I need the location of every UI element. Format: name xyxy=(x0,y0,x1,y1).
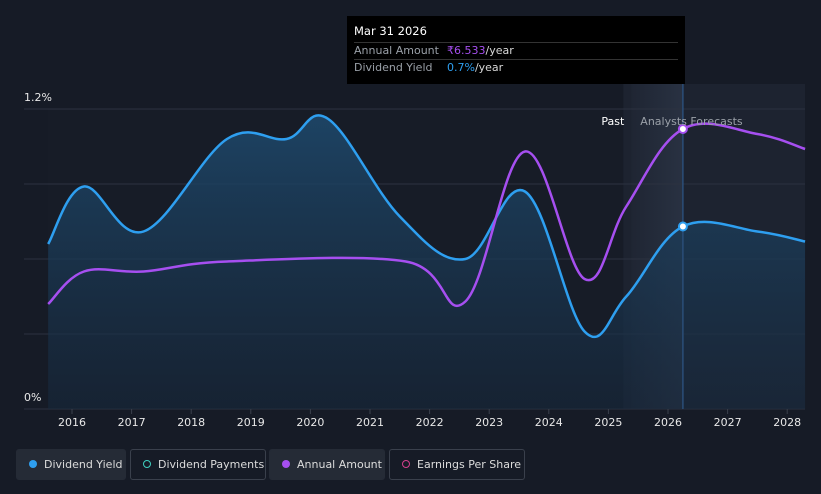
tooltip-amount-row: Annual Amount ₹6.533/year xyxy=(354,42,678,57)
past-label: Past xyxy=(601,115,625,128)
tooltip-yield-row: Dividend Yield 0.7%/year xyxy=(354,59,678,74)
hover-tooltip: Mar 31 2026 Annual Amount ₹6.533/year Di… xyxy=(347,16,685,84)
x-tick-label: 2017 xyxy=(118,416,146,429)
tooltip-amount-label: Annual Amount xyxy=(354,44,439,57)
legend-dividend-yield[interactable]: Dividend Yield xyxy=(16,449,126,480)
tooltip-yield-value: 0.7% xyxy=(447,61,475,74)
legend-ring-icon xyxy=(402,460,410,468)
x-tick-label: 2026 xyxy=(654,416,682,429)
x-tick-label: 2024 xyxy=(535,416,563,429)
legend-earnings-per-share[interactable]: Earnings Per Share xyxy=(389,449,525,480)
x-tick-label: 2025 xyxy=(594,416,622,429)
legend-label: Dividend Payments xyxy=(158,458,265,471)
tooltip-amount-value: ₹6.533 xyxy=(447,44,486,57)
forecast-label: Analysts Forecasts xyxy=(640,115,743,128)
y-tick-label-bottom: 0% xyxy=(24,391,41,404)
x-tick-label: 2023 xyxy=(475,416,503,429)
annual-amount-marker xyxy=(677,124,688,134)
tooltip-yield-label: Dividend Yield xyxy=(354,61,433,74)
tooltip-amount-unit: /year xyxy=(485,44,514,57)
legend-annual-amount[interactable]: Annual Amount xyxy=(269,449,385,480)
x-tick-label: 2018 xyxy=(177,416,205,429)
series-line-dividend-yield xyxy=(47,114,806,339)
x-tick-label: 2022 xyxy=(416,416,444,429)
tooltip-yield-unit: /year xyxy=(474,61,504,74)
series-area-dividend-yield xyxy=(48,115,806,409)
dividend-yield-marker xyxy=(677,221,688,232)
x-tick-label: 2019 xyxy=(237,416,265,429)
tooltip-date: Mar 31 2026 xyxy=(354,24,427,38)
legend-dot-icon xyxy=(29,460,37,468)
x-tick-label: 2016 xyxy=(58,416,86,429)
x-tick-label: 2021 xyxy=(356,416,384,429)
x-tick-label: 2027 xyxy=(714,416,742,429)
legend-dividend-payments[interactable]: Dividend Payments xyxy=(130,449,266,480)
legend-dot-icon xyxy=(282,460,290,468)
legend-label: Earnings Per Share xyxy=(417,458,522,471)
legend-label: Annual Amount xyxy=(297,458,382,471)
x-tick-label: 2020 xyxy=(296,416,324,429)
legend-label: Dividend Yield xyxy=(44,458,123,471)
y-tick-label-top: 1.2% xyxy=(24,91,52,104)
legend-ring-icon xyxy=(143,460,151,468)
x-tick-label: 2028 xyxy=(773,416,801,429)
